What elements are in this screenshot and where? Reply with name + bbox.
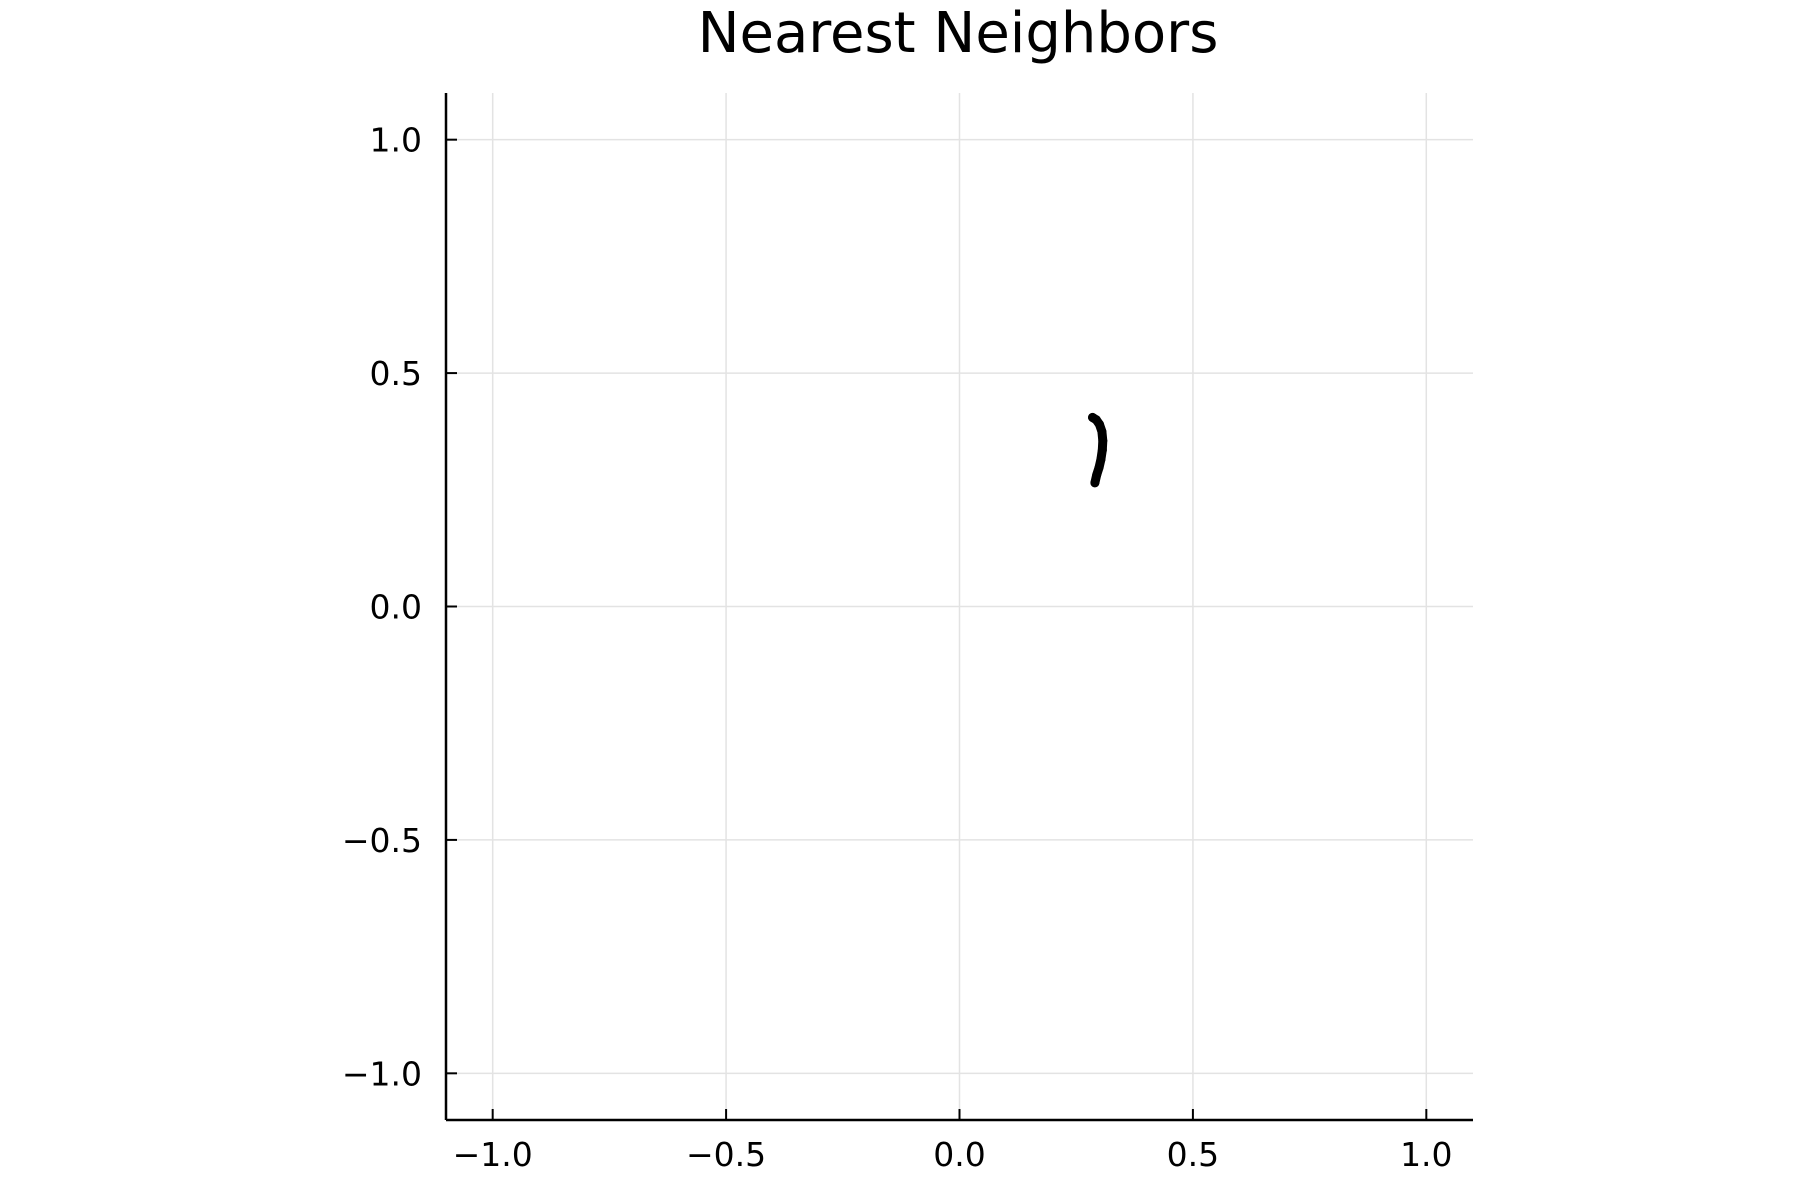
y-tick-label: 0.5 bbox=[370, 354, 422, 393]
series-point bbox=[1092, 470, 1102, 480]
series-layer bbox=[1088, 412, 1108, 488]
x-tick-label: 0.0 bbox=[933, 1135, 985, 1174]
series-point bbox=[1094, 462, 1104, 472]
series-point bbox=[1095, 419, 1105, 429]
tick-marks bbox=[446, 138, 1428, 1120]
grid-lines bbox=[446, 93, 1473, 1120]
series-point bbox=[1090, 478, 1100, 488]
series-point bbox=[1098, 436, 1108, 446]
x-tick-label: 0.5 bbox=[1167, 1135, 1219, 1174]
x-tick-label: 1.0 bbox=[1400, 1135, 1452, 1174]
y-tick-label: 0.0 bbox=[370, 588, 422, 627]
x-tick-labels: −1.0 −0.5 0.0 0.5 1.0 bbox=[453, 1135, 1453, 1174]
x-tick-label: −1.0 bbox=[453, 1135, 533, 1174]
y-tick-labels: −1.0 −0.5 0.0 0.5 1.0 bbox=[342, 121, 422, 1094]
y-tick-label: −1.0 bbox=[342, 1054, 422, 1093]
y-tick-label: 1.0 bbox=[370, 121, 422, 160]
y-tick-label: −0.5 bbox=[342, 821, 422, 860]
series-point bbox=[1097, 426, 1107, 436]
series-point bbox=[1097, 445, 1107, 455]
x-tick-label: −0.5 bbox=[686, 1135, 766, 1174]
series-point bbox=[1096, 454, 1106, 464]
chart-title: Nearest Neighbors bbox=[698, 1, 1219, 66]
